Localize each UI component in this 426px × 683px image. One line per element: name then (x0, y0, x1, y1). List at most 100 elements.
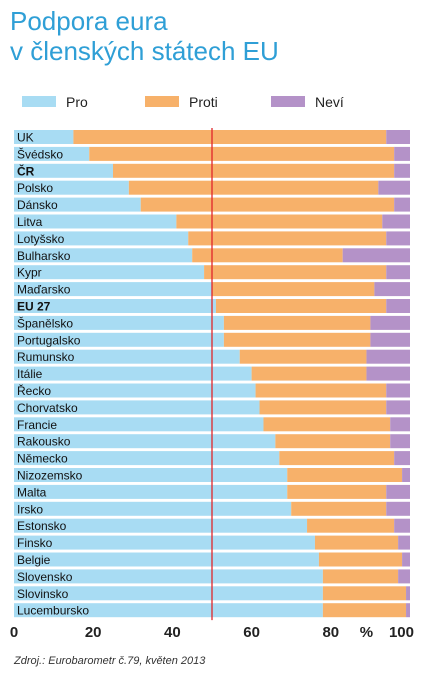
bar-proti-bulharsko (192, 248, 343, 263)
x-unit-label: % (360, 624, 373, 641)
bar-pro-portugalsko (14, 332, 224, 347)
category-label-spanelsko: Španělsko (17, 315, 73, 330)
bar-pro-uk (14, 130, 74, 144)
bar-nevi-nizozemsko (402, 468, 410, 482)
bar-nevi-rakousko (390, 434, 410, 449)
bar-pro-eu-27 (14, 299, 216, 313)
x-tick-label-40: 40 (164, 624, 181, 641)
bar-pro-litva (14, 214, 177, 229)
bar-pro-belgie (14, 552, 319, 567)
x-tick-label-20: 20 (85, 624, 102, 641)
bar-proti-spanelsko (223, 315, 371, 330)
category-label-italie: Itálie (17, 367, 43, 381)
bar-proti-madarsko (212, 282, 375, 297)
category-label-estonsko: Estonsko (17, 519, 67, 533)
bar-pro-lotyssko (14, 231, 189, 246)
bar-pro-irsko (14, 501, 292, 516)
category-label-madarsko: Maďarsko (17, 283, 71, 297)
bar-proti-polsko (128, 180, 379, 195)
x-tick-label-60: 60 (243, 624, 260, 641)
category-label-kypr: Kypr (17, 266, 42, 280)
category-label-nemecko: Německo (17, 452, 68, 466)
bar-proti-portugalsko (223, 332, 371, 347)
bar-pro-cr (14, 163, 113, 178)
bar-pro-kypr (14, 265, 205, 280)
bar-pro-italie (14, 366, 252, 381)
bar-pro-spanelsko (14, 315, 224, 330)
bar-nevi-nemecko (394, 451, 410, 466)
bar-nevi-polsko (378, 180, 410, 195)
bar-proti-nizozemsko (287, 468, 403, 482)
bar-nevi-finsko (398, 535, 410, 550)
category-label-portugalsko: Portugalsko (17, 333, 81, 347)
category-label-chorvatsko: Chorvatsko (17, 401, 78, 415)
bar-nevi-lucembursko (406, 603, 410, 618)
category-label-slovensko: Slovensko (17, 570, 73, 584)
category-label-rakousko: Rakousko (17, 435, 71, 449)
bar-nevi-malta (386, 484, 410, 499)
bar-proti-malta (287, 484, 387, 499)
legend-swatch-proti (145, 96, 179, 107)
bar-pro-nizozemsko (14, 468, 288, 482)
category-label-malta: Malta (17, 485, 47, 499)
bar-nevi-kypr (386, 265, 410, 280)
category-label-cr: ČR (17, 163, 35, 178)
bar-nevi-dansko (394, 197, 410, 212)
bar-nevi-francie (390, 417, 410, 432)
bar-proti-finsko (314, 535, 399, 550)
bar-pro-rumunsko (14, 349, 240, 364)
bar-nevi-lotyssko (386, 231, 410, 246)
bar-pro-chorvatsko (14, 400, 260, 415)
bar-pro-madarsko (14, 282, 212, 297)
bar-pro-francie (14, 417, 264, 432)
chart-title-line1: Podpora eura (10, 6, 168, 36)
bar-pro-estonsko (14, 518, 308, 533)
bar-pro-slovinsko (14, 586, 323, 601)
bar-nevi-recko (386, 383, 410, 398)
bar-nevi-estonsko (394, 518, 410, 533)
source-note: Zdroj.: Eurobarometr č.79, květen 2013 (14, 655, 206, 667)
legend-label-nevi: Neví (315, 94, 344, 110)
chart-title-line2: v členských státech EU (10, 36, 279, 66)
x-tick-label-100: 100 (389, 624, 414, 641)
legend-swatch-nevi (271, 96, 305, 107)
bar-pro-slovensko (14, 569, 323, 584)
bar-proti-rumunsko (239, 349, 367, 364)
bar-pro-finsko (14, 535, 315, 550)
bar-nevi-belgie (402, 552, 410, 567)
bar-nevi-italie (366, 366, 410, 381)
category-label-irsko: Irsko (17, 502, 43, 516)
bar-proti-dansko (140, 197, 395, 212)
category-label-svedsko: Švédsko (17, 146, 63, 161)
bar-nevi-bulharsko (342, 248, 410, 263)
legend-label-proti: Proti (189, 94, 218, 110)
bar-nevi-litva (382, 214, 410, 229)
category-label-dansko: Dánsko (17, 198, 58, 212)
bar-nevi-madarsko (374, 282, 410, 297)
category-label-finsko: Finsko (17, 536, 53, 550)
bar-proti-lotyssko (188, 231, 387, 246)
bar-pro-svedsko (14, 146, 90, 161)
bar-nevi-chorvatsko (386, 400, 410, 415)
category-label-rumunsko: Rumunsko (17, 350, 75, 364)
category-label-lotyssko: Lotyšsko (17, 232, 65, 246)
bar-nevi-spanelsko (370, 315, 410, 330)
bar-nevi-uk (386, 130, 410, 144)
bar-proti-uk (73, 130, 387, 144)
bar-proti-belgie (318, 552, 403, 567)
x-tick-label-80: 80 (322, 624, 339, 641)
legend-label-pro: Pro (66, 94, 88, 110)
category-label-bulharsko: Bulharsko (17, 249, 71, 263)
chart-title: Podpora eura v členských státech EU (10, 6, 279, 66)
bar-pro-lucembursko (14, 603, 323, 618)
bar-proti-cr (113, 163, 395, 178)
category-label-nizozemsko: Nizozemsko (17, 469, 83, 483)
category-label-lucembursko: Lucembursko (17, 604, 89, 618)
bar-proti-rakousko (275, 434, 391, 449)
bar-pro-polsko (14, 180, 129, 195)
legend-swatch-pro (22, 96, 56, 107)
bar-proti-recko (255, 383, 387, 398)
bar-pro-bulharsko (14, 248, 193, 263)
bar-proti-nemecko (279, 451, 395, 466)
